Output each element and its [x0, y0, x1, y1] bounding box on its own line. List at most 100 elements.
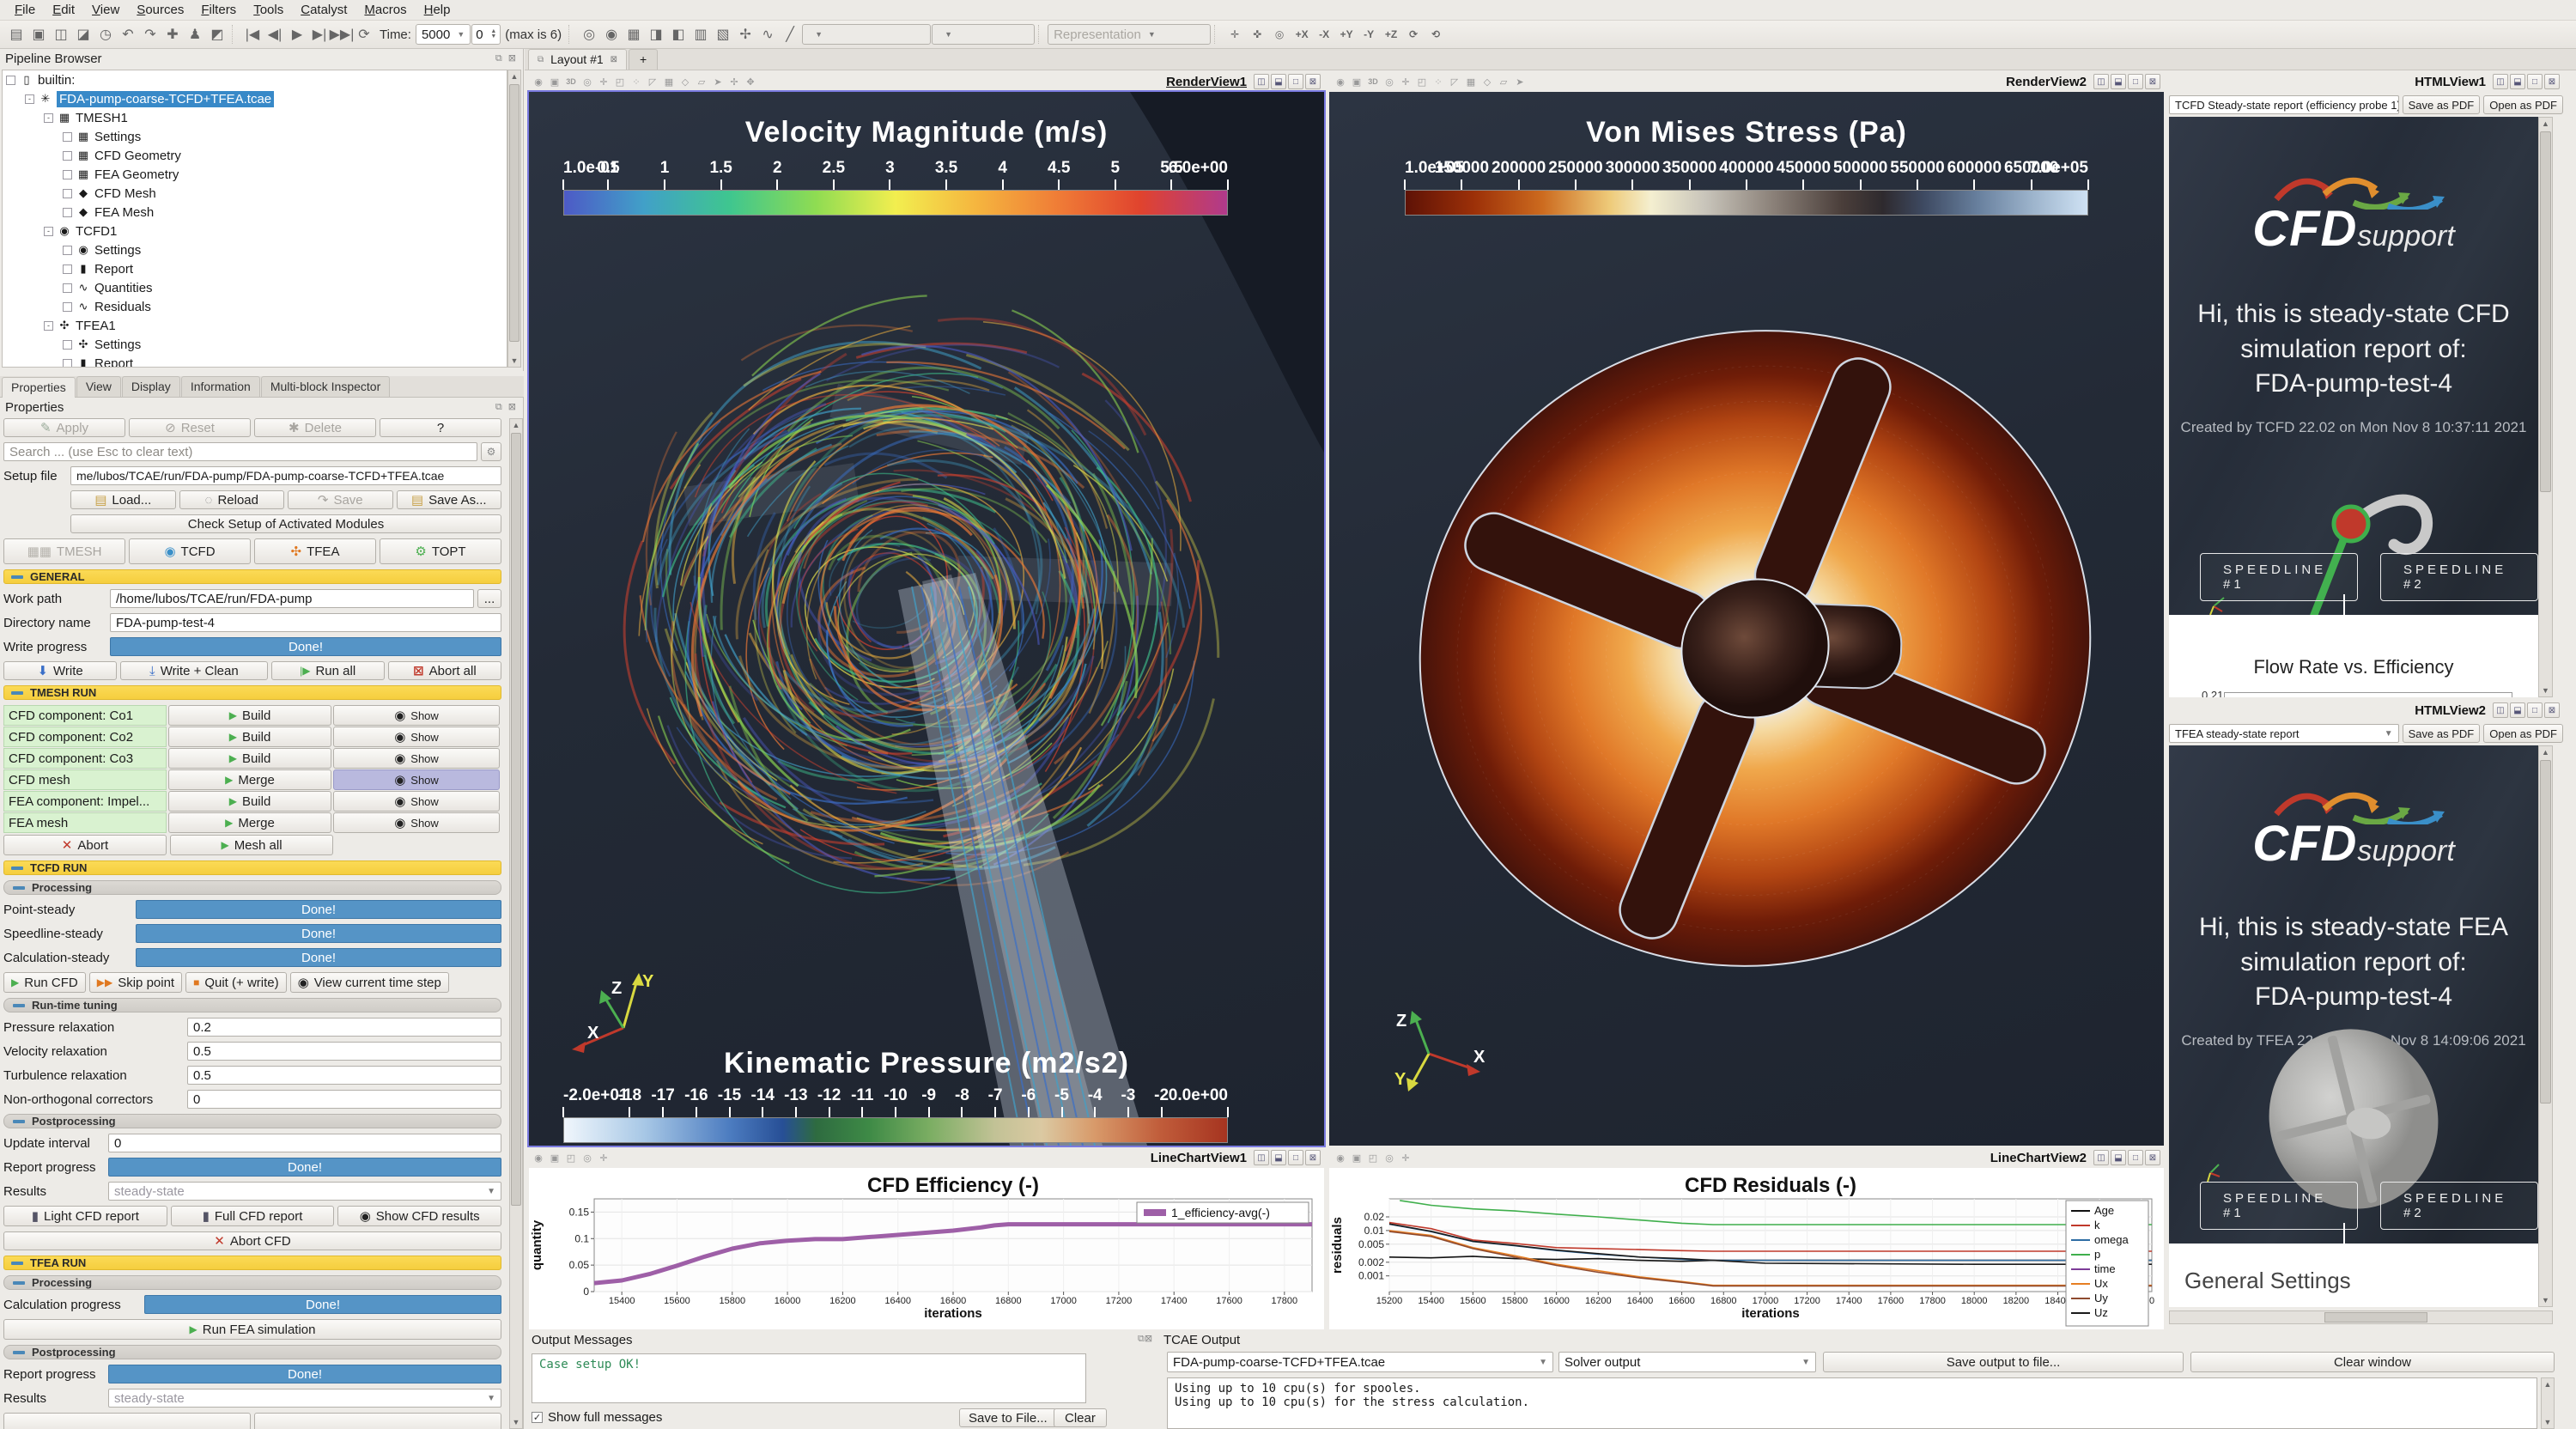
pan-icon[interactable]: ✛ [599, 1152, 608, 1164]
delete-button[interactable]: ✱ Delete [254, 418, 376, 437]
tcae-output-console[interactable]: Using up to 10 cpu(s) for spooles. Using… [1167, 1377, 2537, 1429]
menu-catalyst[interactable]: Catalyst [301, 3, 348, 17]
pipeline-tree-item[interactable]: ▦ FEA Geometry [3, 165, 507, 184]
screenshot-icon[interactable]: ▣ [550, 76, 560, 88]
tree-expander-icon[interactable] [63, 358, 72, 367]
close-icon[interactable]: ⊠ [2145, 74, 2160, 89]
select-cells-icon[interactable]: ▦ [664, 76, 674, 88]
select-frustum-icon[interactable]: ◸ [1450, 76, 1459, 88]
camera-icon[interactable]: ◉ [534, 1152, 543, 1164]
camera-icon[interactable]: ◉ [1336, 1152, 1345, 1164]
search-input[interactable]: Search ... (use Esc to clear text) [3, 442, 477, 461]
run-fea-button[interactable]: ▶ Run FEA simulation [3, 1319, 501, 1340]
scroll-down-icon[interactable]: ▼ [510, 356, 519, 365]
representation-combo[interactable]: Representation ▼ [1048, 24, 1212, 45]
select-surface-icon[interactable]: ◰ [615, 76, 625, 88]
pressure-relaxation-input[interactable]: 0.2 [187, 1018, 501, 1037]
reload-button[interactable]: ◌ Reload [179, 490, 284, 509]
tree-expander-icon[interactable] [63, 207, 72, 217]
pipeline-tree-item[interactable]: ▮ Report [3, 259, 507, 278]
skip-point-button[interactable]: ▶▶ Skip point [88, 972, 183, 993]
module-topt-button[interactable]: ⚙ TOPT [380, 538, 501, 564]
vonmises-colorbar[interactable]: 1.0e+05 150000 200000 250000 300000 350000 400… [1404, 159, 2089, 216]
select-icon[interactable]: ◰ [1368, 1152, 1378, 1164]
tfea-postprocessing-header[interactable]: Postprocessing [3, 1345, 501, 1359]
split-h-icon[interactable]: ◫ [2493, 74, 2508, 89]
turbulence-relaxation-input[interactable]: 0.5 [187, 1066, 501, 1085]
select-surface-icon[interactable]: ◰ [1417, 76, 1427, 88]
tfea-run-section-header[interactable]: TFEA RUN [3, 1256, 501, 1270]
tree-expander-icon[interactable] [63, 150, 72, 161]
center-icon[interactable]: ✛ [1401, 76, 1410, 88]
mesh-all-button[interactable]: ▶ Mesh all [170, 835, 333, 855]
light-cfd-report-button[interactable]: ▮ Light CFD report [3, 1206, 167, 1226]
new-layout-tab[interactable]: + [629, 49, 659, 70]
tree-expander-icon[interactable] [63, 283, 72, 293]
pipeline-tree-item[interactable]: - ◉ TCFD1 [3, 222, 507, 240]
tree-expander-icon[interactable] [63, 245, 72, 255]
velocity-colorbar[interactable]: 1.0e-01 0.5 1 1.5 2 2.5 3 3.5 4 4.5 5 5.5 6.0e+00 [562, 159, 1229, 216]
panel-tab[interactable]: View [76, 376, 121, 397]
split-h-icon[interactable]: ◫ [2093, 1150, 2109, 1165]
pipeline-tree-item[interactable]: - ✳ FDA-pump-coarse-TCFD+TFEA.tcae [3, 89, 507, 108]
menu-help[interactable]: Help [423, 3, 451, 17]
help-button[interactable]: ? [380, 418, 501, 437]
save-as-pdf-button[interactable]: Save as PDF [2402, 95, 2481, 114]
split-v-icon[interactable]: ⬓ [1271, 74, 1286, 89]
tree-expander-icon[interactable]: - [44, 112, 53, 123]
select-block-icon[interactable]: ▱ [697, 76, 706, 88]
time-value-combo[interactable]: 5000 ▼ [415, 24, 471, 45]
show-full-messages-checkbox[interactable]: ✓ [532, 1412, 543, 1423]
dock-close-icon[interactable]: ⊠ [507, 53, 518, 64]
maximize-icon[interactable]: □ [1288, 1150, 1303, 1165]
tfea-processing-header[interactable]: Processing [3, 1275, 501, 1290]
camera-icon[interactable]: ◉ [534, 76, 543, 88]
cfd-residuals-chart[interactable]: CFD Residuals (-) 0.001 0.002 0.005 0.01 0.02… [1329, 1168, 2164, 1329]
show-cfd-results-button[interactable]: ◉ Show CFD results [337, 1206, 501, 1226]
menu-tools[interactable]: Tools [253, 3, 284, 17]
show-button[interactable]: ◉ Show [333, 812, 500, 833]
menu-view[interactable]: View [92, 3, 120, 17]
general-section-header[interactable]: GENERAL [3, 569, 501, 584]
select-polygon-icon[interactable]: ◇ [681, 76, 690, 88]
maximize-icon[interactable]: □ [2527, 74, 2543, 89]
maximize-icon[interactable]: □ [2128, 1150, 2143, 1165]
panel-tab[interactable]: Information [180, 376, 260, 397]
htmlview2-hscrollbar[interactable] [2169, 1310, 2553, 1324]
renderview2-canvas[interactable]: Von Mises Stress (Pa) 1.0e+05 150000 20000… [1329, 92, 2164, 1146]
save-output-button[interactable]: Save output to file... [1823, 1352, 2184, 1372]
menu-file[interactable]: File [15, 3, 36, 17]
speedline2-button[interactable]: SPEEDLINE #2 [2380, 1182, 2538, 1230]
build-button[interactable]: ▶ Merge [168, 769, 331, 790]
magnify-icon[interactable]: ◎ [1385, 76, 1394, 88]
split-v-icon[interactable]: ⬓ [2510, 74, 2525, 89]
results-combo[interactable]: steady-state ▼ [108, 1182, 501, 1201]
pipeline-scrollbar[interactable]: ▲ ▼ [507, 70, 521, 368]
split-h-icon[interactable]: ◫ [2093, 74, 2109, 89]
pipeline-tree-item[interactable]: ∿ Residuals [3, 297, 507, 316]
maximize-icon[interactable]: □ [2128, 74, 2143, 89]
htmlview1-scrollbar[interactable]: ▲ ▼ [2538, 117, 2553, 697]
tree-expander-icon[interactable]: - [44, 320, 53, 331]
menu-macros[interactable]: Macros [364, 3, 407, 17]
pipeline-tree-item[interactable]: ◉ Settings [3, 240, 507, 259]
build-button[interactable]: ▶ Build [168, 727, 331, 747]
dock-float-icon[interactable]: ⧉ [495, 53, 504, 64]
nonorthogonal-correctors-input[interactable]: 0 [187, 1090, 501, 1109]
save-to-file-button[interactable]: Save to File... [959, 1408, 1057, 1427]
pipeline-tree-item[interactable]: ▦ CFD Geometry [3, 146, 507, 165]
setup-file-input[interactable]: me/lubos/TCAE/run/FDA-pump/FDA-pump-coar… [70, 466, 501, 485]
pan-icon[interactable]: ✛ [1401, 1152, 1410, 1164]
runtime-tuning-header[interactable]: Run-time tuning [3, 998, 501, 1012]
colorby-combo[interactable]: ▼ [802, 24, 932, 45]
select-icon[interactable]: ◰ [566, 1152, 576, 1164]
tcae-console-scrollbar[interactable]: ▲ ▼ [2541, 1377, 2555, 1429]
panel-tab[interactable]: Properties [2, 377, 76, 398]
center-icon[interactable]: ✛ [599, 76, 608, 88]
scroll-up-icon[interactable]: ▲ [510, 72, 519, 81]
show-button[interactable]: ◉ Show [333, 769, 500, 790]
pipeline-tree-item[interactable]: ✣ Settings [3, 335, 507, 354]
tcfd-processing-header[interactable]: Processing [3, 880, 501, 895]
zoom-icon[interactable]: ◎ [1385, 1152, 1394, 1164]
view-timestep-button[interactable]: ◉ View current time step [289, 972, 449, 993]
